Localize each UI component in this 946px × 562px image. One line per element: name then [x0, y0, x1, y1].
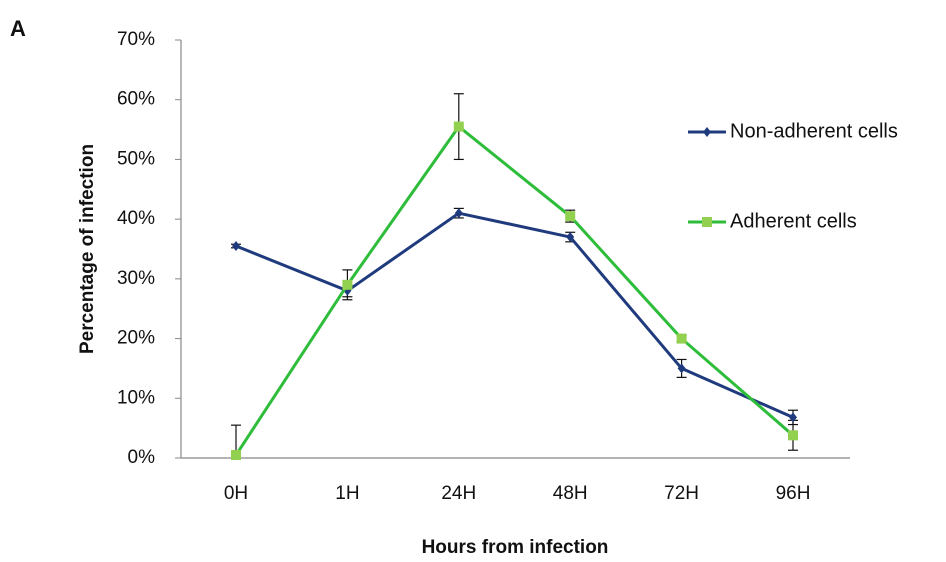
y-tick-label: 50%	[117, 148, 155, 169]
x-axis-label: Hours from infection	[422, 537, 609, 558]
marker	[788, 430, 798, 441]
marker	[342, 279, 353, 290]
marker	[566, 232, 575, 243]
marker	[231, 450, 241, 461]
y-axis-label: Percentage of infection	[77, 144, 98, 354]
y-tick-label: 30%	[117, 268, 155, 289]
marker	[676, 333, 687, 344]
x-tick-label: 1H	[335, 483, 359, 504]
legend-marker	[702, 217, 712, 227]
legend-label: Non-adherent cells	[730, 120, 898, 142]
y-tick-label: 40%	[117, 208, 155, 229]
x-tick-label: 72H	[664, 483, 699, 504]
legend-label: Adherent cells	[730, 210, 857, 232]
y-tick-label: 20%	[117, 328, 155, 349]
x-tick-label: 0H	[224, 483, 248, 504]
series-line	[235, 211, 794, 419]
x-tick-label: 48H	[553, 483, 588, 504]
x-tick-label: 96H	[776, 483, 811, 504]
marker	[565, 211, 576, 222]
y-tick-label: 60%	[117, 89, 155, 110]
marker	[453, 121, 464, 132]
plot-area	[231, 93, 798, 458]
marker	[454, 208, 463, 219]
series-line	[234, 124, 794, 456]
marker	[232, 241, 240, 252]
panel-label: A	[10, 16, 26, 41]
y-tick-label: 10%	[117, 387, 155, 408]
marker	[677, 363, 686, 374]
marker	[789, 412, 797, 423]
y-tick-label: 70%	[117, 29, 155, 50]
y-tick-label: 0%	[128, 447, 156, 468]
x-tick-label: 24H	[441, 483, 476, 504]
legend-marker	[703, 127, 711, 137]
